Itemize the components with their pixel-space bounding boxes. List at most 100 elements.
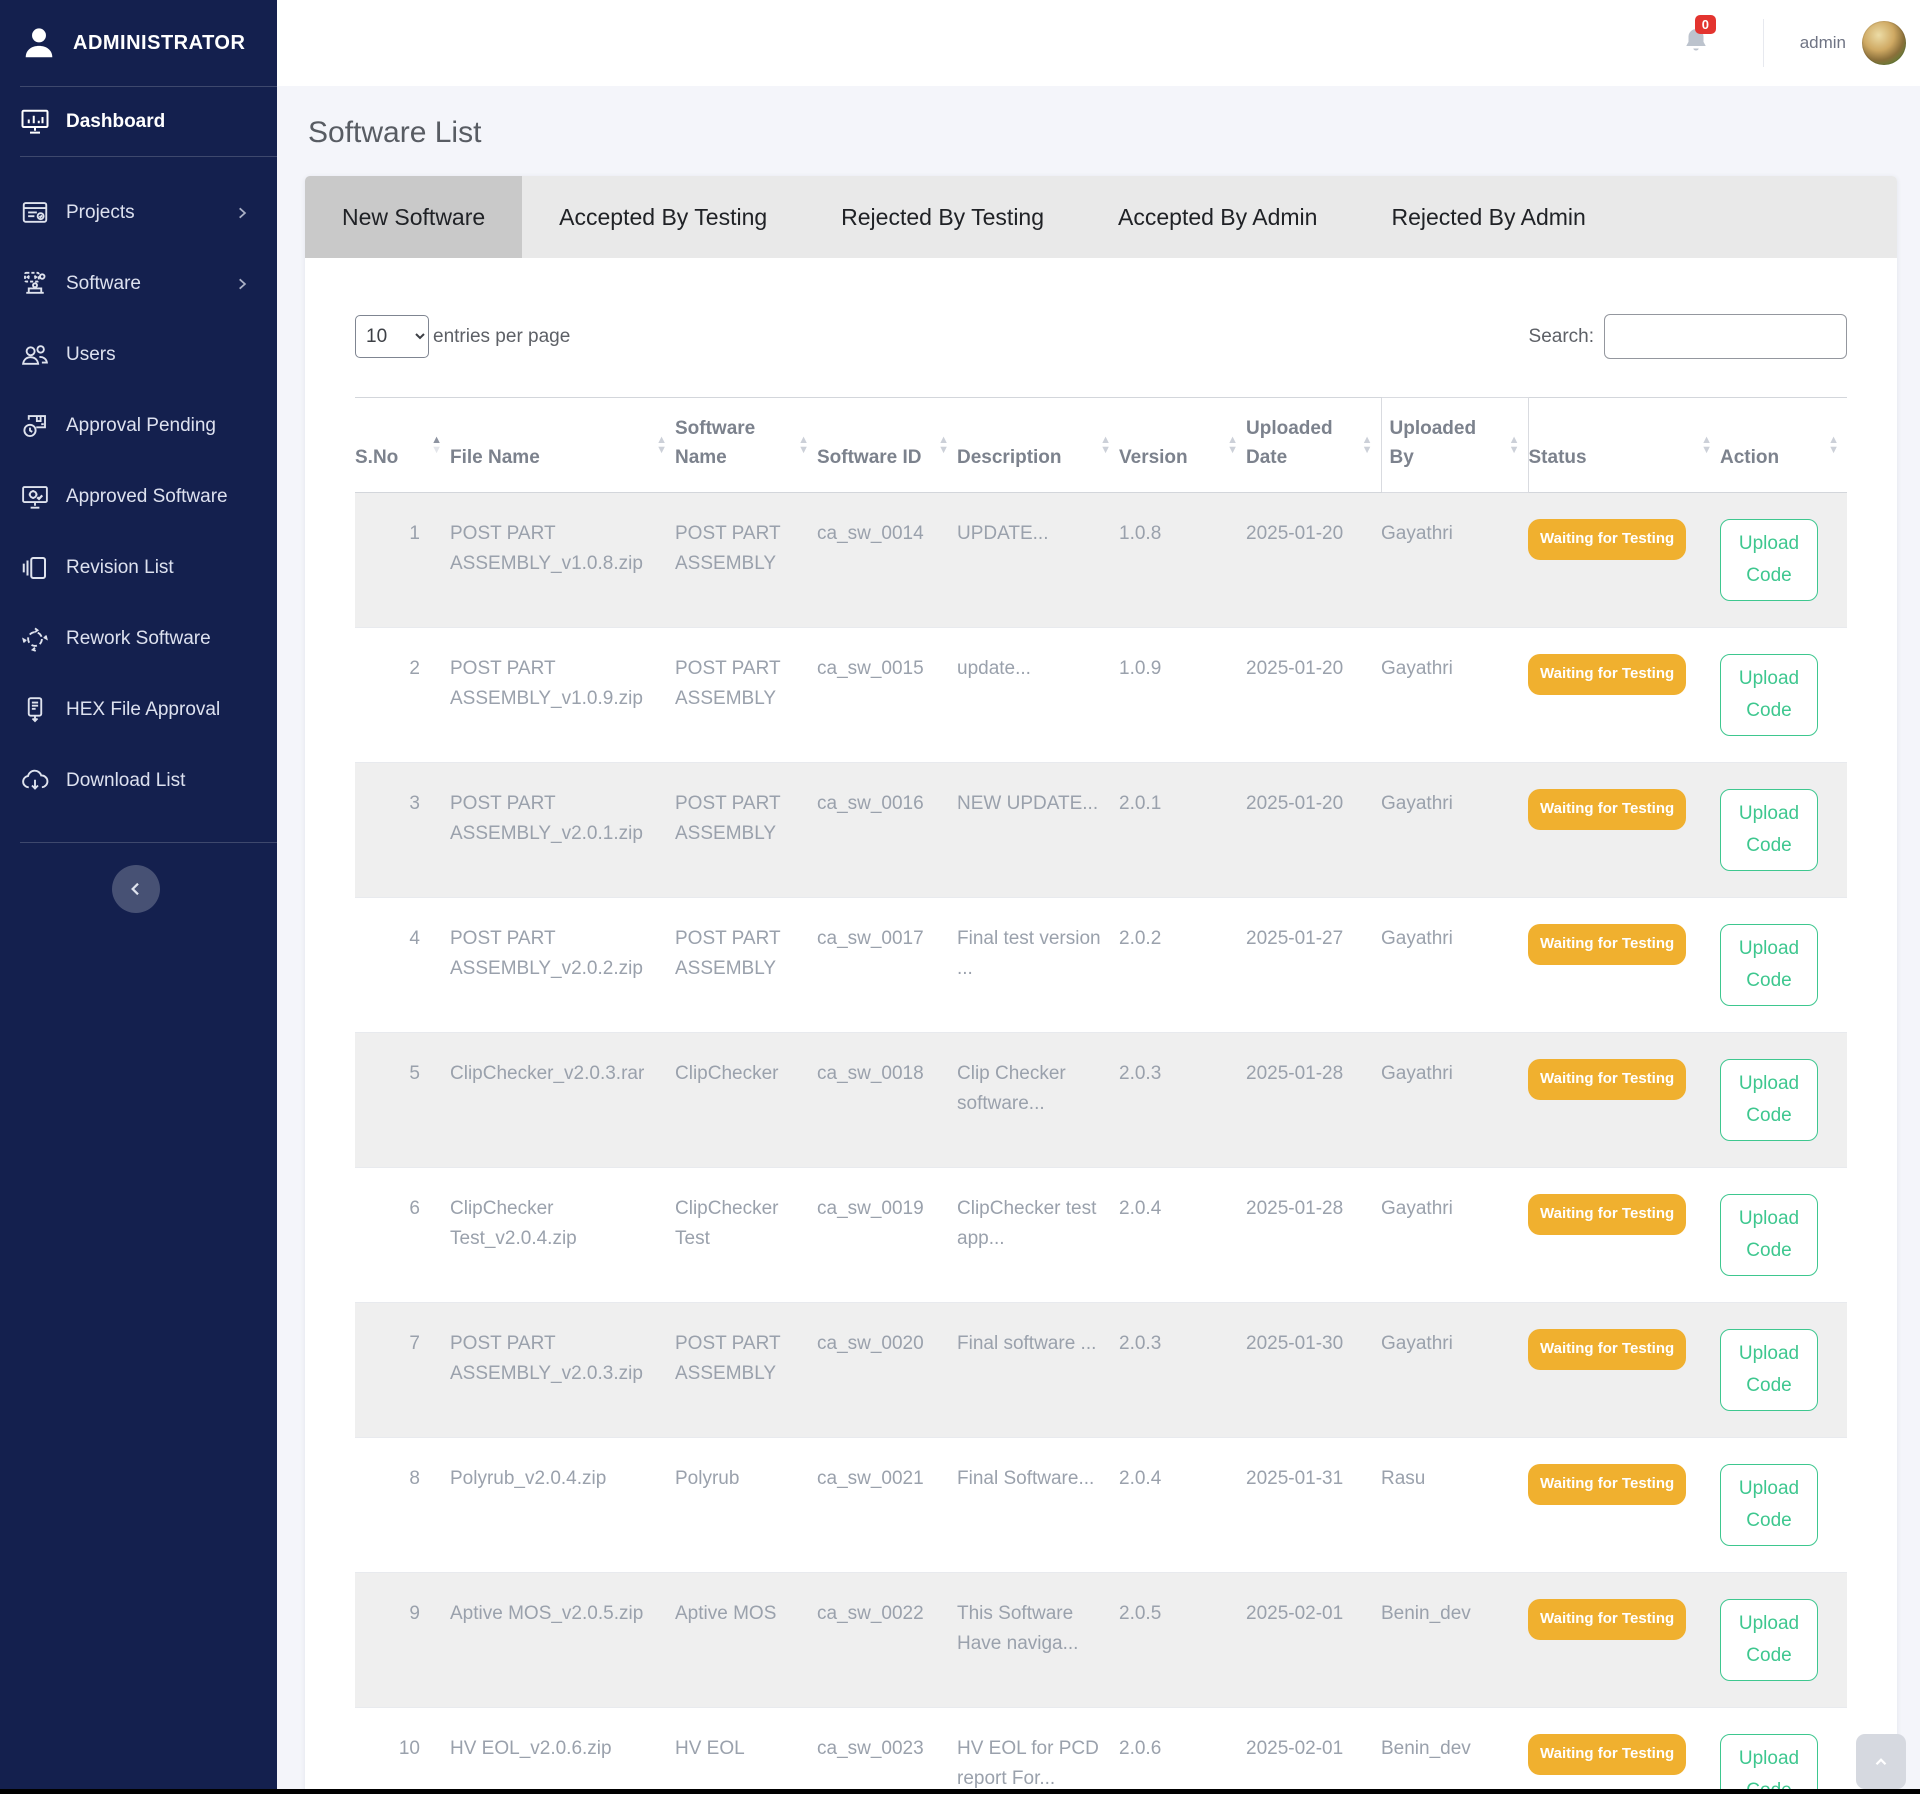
sort-arrows: ▲▼ — [798, 435, 809, 455]
cell-uploaded-by: Gayathri — [1381, 493, 1528, 628]
sort-arrows: ▲▼ — [656, 435, 667, 455]
cell-software-name: POST PART ASSEMBLY — [675, 628, 817, 763]
col-header-version[interactable]: Version▲▼ — [1119, 398, 1246, 493]
status-badge: Waiting for Testing — [1528, 1734, 1686, 1775]
cell-action: Upload Code — [1720, 1168, 1847, 1303]
sidebar-item-software[interactable]: Software — [0, 248, 277, 319]
sort-arrows: ▲▼ — [1828, 435, 1839, 455]
tab-accepted-by-testing[interactable]: Accepted By Testing — [522, 176, 804, 258]
sidebar-item-hex-file-approval[interactable]: HEX File Approval — [0, 674, 277, 745]
cell-file-name: Aptive MOS_v2.0.5.zip — [450, 1573, 675, 1708]
brand: ADMINISTRATOR — [0, 0, 277, 86]
upload-code-button[interactable]: Upload Code — [1720, 1734, 1818, 1794]
cell-sno: 3 — [355, 763, 450, 898]
tab-rejected-by-admin[interactable]: Rejected By Admin — [1354, 176, 1622, 258]
upload-code-button[interactable]: Upload Code — [1720, 789, 1818, 871]
upload-code-button[interactable]: Upload Code — [1720, 1329, 1818, 1411]
table-row: 1 POST PART ASSEMBLY_v1.0.8.zip POST PAR… — [355, 493, 1847, 628]
scroll-top-button[interactable] — [1856, 1734, 1906, 1789]
cell-uploaded-by: Gayathri — [1381, 763, 1528, 898]
col-header-description[interactable]: Description▲▼ — [957, 398, 1119, 493]
cell-software-name: POST PART ASSEMBLY — [675, 493, 817, 628]
sidebar-item-rework-software[interactable]: Rework Software — [0, 603, 277, 674]
status-badge: Waiting for Testing — [1528, 924, 1686, 965]
cell-sno: 4 — [355, 898, 450, 1033]
topbar-divider — [1763, 19, 1764, 67]
cell-file-name: ClipChecker_v2.0.3.rar — [450, 1033, 675, 1168]
cell-software-name: POST PART ASSEMBLY — [675, 1303, 817, 1438]
cell-sno: 5 — [355, 1033, 450, 1168]
col-header-uploaded-date[interactable]: Uploaded Date▲▼ — [1246, 398, 1381, 493]
sidebar-item-projects[interactable]: Projects — [0, 177, 277, 248]
sort-arrows: ▲▼ — [1100, 435, 1111, 455]
sidebar-divider — [20, 842, 277, 843]
cell-uploaded-by: Benin_dev — [1381, 1573, 1528, 1708]
search-input[interactable] — [1604, 314, 1847, 359]
cell-software-name: Polyrub — [675, 1438, 817, 1573]
status-badge: Waiting for Testing — [1528, 654, 1686, 695]
upload-code-button[interactable]: Upload Code — [1720, 519, 1818, 601]
cell-software-name: Aptive MOS — [675, 1573, 817, 1708]
upload-code-button[interactable]: Upload Code — [1720, 1059, 1818, 1141]
cell-status: Waiting for Testing — [1528, 1303, 1720, 1438]
upload-code-button[interactable]: Upload Code — [1720, 654, 1818, 736]
cell-software-id: ca_sw_0016 — [817, 763, 957, 898]
col-header-action[interactable]: Action▲▼ — [1720, 398, 1847, 493]
dashboard-icon — [20, 107, 50, 137]
cell-software-name: ClipChecker — [675, 1033, 817, 1168]
col-header-file-name[interactable]: File Name▲▼ — [450, 398, 675, 493]
col-header-sno[interactable]: S.No▲▼ — [355, 398, 450, 493]
sidebar-item-users[interactable]: Users — [0, 319, 277, 390]
table-body: 1 POST PART ASSEMBLY_v1.0.8.zip POST PAR… — [355, 493, 1847, 1794]
sidebar-item-approved-software[interactable]: Approved Software — [0, 461, 277, 532]
upload-code-button[interactable]: Upload Code — [1720, 1599, 1818, 1681]
chevron-right-icon — [235, 277, 249, 291]
cell-action: Upload Code — [1720, 763, 1847, 898]
upload-code-button[interactable]: Upload Code — [1720, 1194, 1818, 1276]
cell-sno: 2 — [355, 628, 450, 763]
cell-uploaded-by: Gayathri — [1381, 1168, 1528, 1303]
search-label: Search: — [1529, 326, 1594, 348]
cell-software-id: ca_sw_0019 — [817, 1168, 957, 1303]
cell-software-id: ca_sw_0017 — [817, 898, 957, 1033]
sidebar-item-dashboard[interactable]: Dashboard — [0, 87, 277, 156]
cell-software-id: ca_sw_0021 — [817, 1438, 957, 1573]
col-header-uploaded-by[interactable]: Uploaded By▲▼ — [1381, 398, 1528, 493]
entries-per-page-select[interactable]: 10 — [355, 315, 429, 358]
sort-arrows: ▲▼ — [1362, 435, 1373, 455]
sidebar: ADMINISTRATOR Dashboard Projects — [0, 0, 277, 1794]
tab-new-software[interactable]: New Software — [305, 176, 522, 258]
sort-arrows: ▲▼ — [938, 435, 949, 455]
col-header-status[interactable]: Status▲▼ — [1528, 398, 1720, 493]
col-header-software-name[interactable]: Software Name▲▼ — [675, 398, 817, 493]
cell-description: UPDATE... — [957, 493, 1119, 628]
sidebar-item-download-list[interactable]: Download List — [0, 745, 277, 816]
col-header-software-id[interactable]: Software ID▲▼ — [817, 398, 957, 493]
cell-action: Upload Code — [1720, 898, 1847, 1033]
tab-rejected-by-testing[interactable]: Rejected By Testing — [804, 176, 1081, 258]
status-badge: Waiting for Testing — [1528, 1329, 1686, 1370]
upload-code-button[interactable]: Upload Code — [1720, 924, 1818, 1006]
avatar[interactable] — [1862, 21, 1906, 65]
cell-software-id: ca_sw_0022 — [817, 1573, 957, 1708]
cell-action: Upload Code — [1720, 1033, 1847, 1168]
status-badge: Waiting for Testing — [1528, 1194, 1686, 1235]
upload-code-button[interactable]: Upload Code — [1720, 1464, 1818, 1546]
tab-accepted-by-admin[interactable]: Accepted By Admin — [1081, 176, 1354, 258]
software-table: S.No▲▼ File Name▲▼ Software Name▲▼ Softw… — [355, 397, 1847, 1794]
cell-description: This Software Have naviga... — [957, 1573, 1119, 1708]
approved-software-icon — [20, 482, 50, 512]
table-row: 2 POST PART ASSEMBLY_v1.0.9.zip POST PAR… — [355, 628, 1847, 763]
tabstrip: New Software Accepted By Testing Rejecte… — [305, 176, 1897, 258]
cell-status: Waiting for Testing — [1528, 1573, 1720, 1708]
notification-bell[interactable]: 0 — [1681, 25, 1711, 62]
collapse-sidebar-button[interactable] — [112, 865, 160, 913]
cell-description: Final test version ... — [957, 898, 1119, 1033]
software-list-card: New Software Accepted By Testing Rejecte… — [305, 176, 1897, 1794]
cell-uploaded-date: 2025-02-01 — [1246, 1573, 1381, 1708]
cell-action: Upload Code — [1720, 1438, 1847, 1573]
sidebar-item-revision-list[interactable]: Revision List — [0, 532, 277, 603]
cell-software-name: POST PART ASSEMBLY — [675, 763, 817, 898]
entries-label: entries per page — [433, 326, 570, 348]
sidebar-item-approval-pending[interactable]: Approval Pending — [0, 390, 277, 461]
